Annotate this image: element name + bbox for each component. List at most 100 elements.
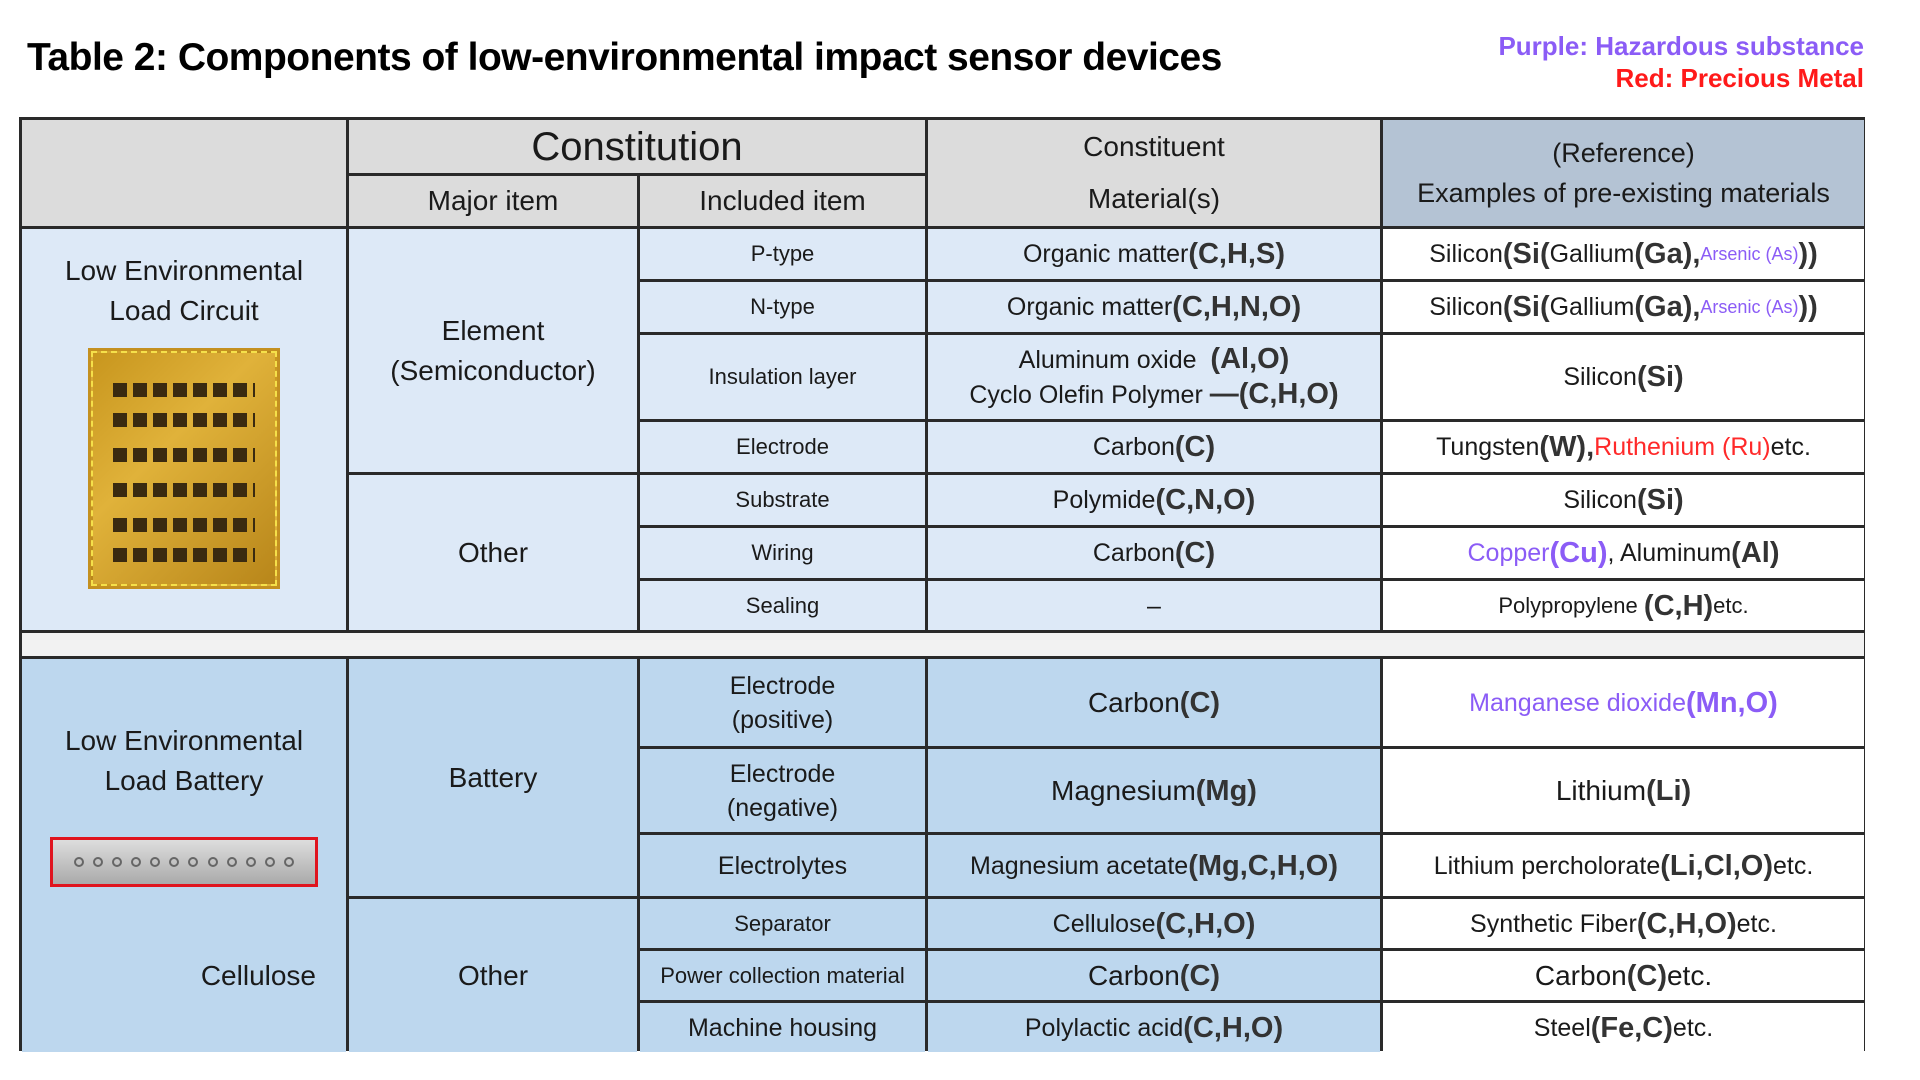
material-substrate: Polymide (C,N,O) xyxy=(928,475,1380,525)
reference-subtitle: Examples of pre-existing materials xyxy=(1417,178,1830,208)
item-n-type: N-type xyxy=(640,282,925,332)
ref-text: etc. xyxy=(1713,592,1749,618)
item-electrolytes: Electrolytes xyxy=(640,835,925,896)
ref-formula: )) xyxy=(1798,291,1818,323)
ref-text: Silicon xyxy=(1429,240,1503,268)
formula: (Mg,C,H,O) xyxy=(1188,849,1338,882)
formula: (C) xyxy=(1179,959,1221,992)
ref-text: Silicon xyxy=(1563,363,1637,391)
ref-electrode: Tungsten (W), Ruthenium (Ru) etc. xyxy=(1383,422,1864,472)
item-sealing: Sealing xyxy=(640,581,925,630)
ref-formula: (C,H) xyxy=(1643,589,1714,622)
formula: (C,H,O) xyxy=(1155,907,1256,940)
major-battery: Battery xyxy=(349,659,637,896)
major-element: Element (Semiconductor) xyxy=(349,229,637,472)
header-constituent: Constituent Material(s) xyxy=(928,120,1380,226)
battery-caption: Cellulose xyxy=(200,960,316,991)
section-separator xyxy=(22,633,1864,656)
material-electrolytes: Magnesium acetate (Mg,C,H,O) xyxy=(928,835,1380,896)
item-machine-housing: Machine housing xyxy=(640,1003,925,1052)
ref-text: Silicon xyxy=(1563,486,1637,514)
ref-text: Steel xyxy=(1533,1013,1591,1042)
ref-text: , Aluminum xyxy=(1607,539,1732,567)
ref-hazardous: Arsenic (As) xyxy=(1700,297,1799,317)
ref-text: etc. xyxy=(1672,1013,1714,1042)
ref-hazardous: Copper xyxy=(1467,539,1550,567)
material-name: Carbon xyxy=(1092,433,1175,461)
formula: (C,H,S) xyxy=(1188,238,1285,270)
formula: (Al,O) xyxy=(1210,343,1290,375)
formula: (C,N,O) xyxy=(1155,484,1256,516)
item-substrate: Substrate xyxy=(640,475,925,525)
battery-label: Low Environmental Load Battery xyxy=(64,725,304,796)
ref-text: etc. xyxy=(1666,959,1713,991)
formula: (C) xyxy=(1179,686,1221,719)
material-power-collection: Carbon (C) xyxy=(928,951,1380,1000)
material-name: Cellulose xyxy=(1052,909,1156,938)
legend-red: Red: Precious Metal xyxy=(1615,63,1864,93)
formula: (C,H,O) xyxy=(1183,1011,1284,1044)
ref-text: Lithium percholorate xyxy=(1433,851,1661,880)
circuit-section: Low Environmental Load Circuit xyxy=(22,229,346,630)
major-other-circuit: Other xyxy=(349,475,637,630)
ref-formula: (Fe,C) xyxy=(1590,1011,1673,1044)
item-wiring: Wiring xyxy=(640,528,925,578)
formula: —(C,H,O) xyxy=(1209,378,1339,410)
formula: (C,H,N,O) xyxy=(1172,291,1302,323)
major-other-battery: Other xyxy=(349,899,637,1052)
ref-precious: Ruthenium (Ru) xyxy=(1594,433,1771,461)
material-name: Organic matter xyxy=(1022,240,1189,268)
material-wiring: Carbon (C) xyxy=(928,528,1380,578)
ref-formula: (Li) xyxy=(1646,774,1692,807)
ref-hazardous: Manganese dioxide xyxy=(1469,688,1686,717)
item-electrode-positive: Electrode (positive) xyxy=(640,659,925,746)
ref-power-collection: Carbon (C) etc. xyxy=(1383,951,1864,1000)
ref-machine-housing: Steel (Fe,C) etc. xyxy=(1383,1003,1864,1052)
components-table: Constitution Major item Included item Co… xyxy=(19,117,1865,1052)
item-power-collection: Power collection material xyxy=(640,951,925,1000)
table-title: Table 2: Components of low-environmental… xyxy=(27,36,1222,79)
material-name: Cyclo Olefin Polymer xyxy=(969,381,1203,409)
battery-section: Low Environmental Load Battery Cellulose xyxy=(22,659,346,1052)
ref-formula: (Si( xyxy=(1502,291,1550,323)
material-p-type: Organic matter (C,H,S) xyxy=(928,229,1380,279)
ref-formula: (Li,Cl,O) xyxy=(1660,849,1773,882)
item-separator: Separator xyxy=(640,899,925,948)
item-electrode-negative: Electrode (negative) xyxy=(640,749,925,832)
formula: (Mg) xyxy=(1195,774,1257,807)
material-electrode: Carbon (C) xyxy=(928,422,1380,472)
ref-formula: (Si) xyxy=(1636,484,1684,516)
ref-separator: Synthetic Fiber (C,H,O) etc. xyxy=(1383,899,1864,948)
ref-formula: (Al) xyxy=(1731,537,1780,569)
ref-text: Tungsten xyxy=(1436,433,1540,461)
item-insulation: Insulation layer xyxy=(640,335,925,419)
material-name: Polymide xyxy=(1052,486,1156,514)
ref-text: etc. xyxy=(1770,433,1811,461)
ref-insulation: Silicon (Si) xyxy=(1383,335,1864,419)
material-name: Carbon xyxy=(1092,539,1175,567)
material-name: Carbon xyxy=(1087,686,1180,718)
item-electrode: Electrode xyxy=(640,422,925,472)
ref-text: Gallium xyxy=(1549,240,1635,268)
ref-formula: )) xyxy=(1798,238,1818,270)
ref-formula: (Ga), xyxy=(1634,291,1701,323)
formula: (C) xyxy=(1174,537,1216,569)
ref-formula: (Ga), xyxy=(1634,238,1701,270)
ref-text: Synthetic Fiber xyxy=(1470,909,1637,938)
ref-hazardous-formula: (Mn,O) xyxy=(1686,686,1778,719)
material-name: Carbon xyxy=(1087,959,1180,991)
material-electrode-positive: Carbon (C) xyxy=(928,659,1380,746)
ref-text: Carbon xyxy=(1534,959,1627,991)
ref-text: Lithium xyxy=(1555,774,1647,806)
ref-wiring: Copper (Cu), Aluminum (Al) xyxy=(1383,528,1864,578)
ref-electrode-positive: Manganese dioxide (Mn,O) xyxy=(1383,659,1864,746)
material-electrode-negative: Magnesium (Mg) xyxy=(928,749,1380,832)
color-legend: Purple: Hazardous substance Red: Preciou… xyxy=(1498,30,1864,94)
material-sealing: – xyxy=(928,581,1380,630)
item-p-type: P-type xyxy=(640,229,925,279)
material-machine-housing: Polylactic acid (C,H,O) xyxy=(928,1003,1380,1052)
reference-label: (Reference) xyxy=(1552,138,1695,168)
ref-formula: (Si) xyxy=(1636,361,1684,393)
material-name: Magnesium xyxy=(1051,774,1196,806)
circuit-photo xyxy=(88,348,280,589)
